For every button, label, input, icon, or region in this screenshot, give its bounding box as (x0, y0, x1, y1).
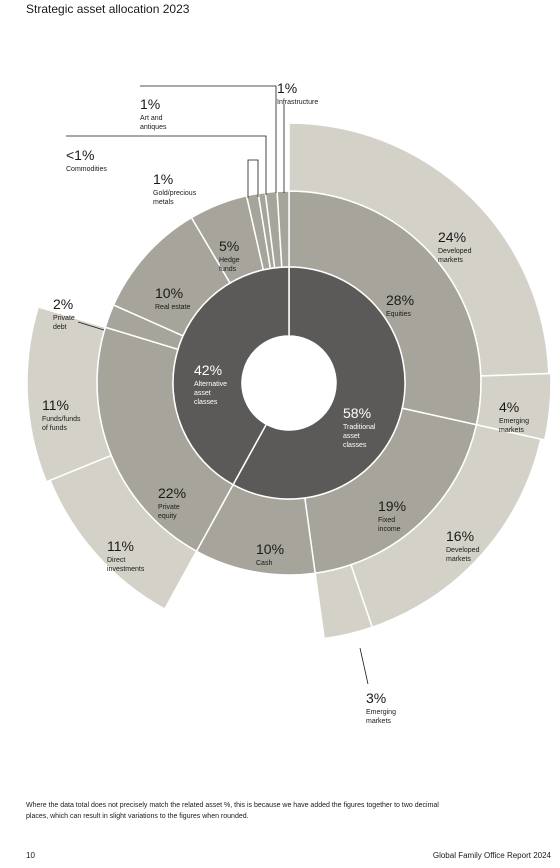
segment-labels: 58% Traditional asset classes 42% Alternative… (42, 80, 529, 725)
category-fi_emerging-line1: Emerging (366, 709, 396, 716)
value-art: 1% (140, 96, 160, 112)
category-gold-line2: metals (153, 199, 174, 206)
leader-art (140, 85, 277, 193)
category-hedge_funds-line1: Hedge (219, 257, 240, 264)
leader-gold (247, 159, 259, 198)
category-private_debt-line1: Private (53, 315, 75, 322)
value-gold: 1% (153, 171, 173, 187)
label-pe_funds: 11% Funds/funds of funds (42, 397, 81, 432)
label-alternative: 42% Alternative asset classes (194, 362, 227, 406)
leader-commodities (66, 135, 267, 195)
label-eq_emerging: 4% Emerging markets (499, 399, 529, 434)
category-private_equity-line1: Private (158, 504, 180, 511)
value-eq_emerging: 4% (499, 399, 519, 415)
category-equities-line1: Equities (386, 311, 411, 318)
outer-ring (26, 122, 552, 640)
label-art: 1% Art and antiques (140, 96, 167, 131)
value-private_equity: 22% (158, 485, 186, 501)
category-fixed_income-line1: Fixed (378, 517, 395, 524)
outer-slice-fi_emerging (314, 563, 374, 640)
leader-fi-emerging (359, 647, 369, 685)
value-pe_direct: 11% (107, 538, 134, 554)
category-eq_emerging-line2: markets (499, 427, 524, 434)
category-commodities-line1: Commodities (66, 166, 107, 173)
category-cash-line1: Cash (256, 560, 272, 567)
leader-private-debt (77, 321, 105, 331)
label-fi_developed: 16% Developed markets (446, 528, 480, 563)
label-hedge_funds: 5% Hedge funds (219, 238, 240, 273)
label-eq_developed: 24% Developed markets (438, 229, 472, 264)
category-fi_developed-line1: Developed (446, 547, 480, 554)
category-gold-line1: Gold/precious (153, 190, 197, 197)
label-infrastructure: 1% Infrastructure (277, 80, 318, 106)
category-private_equity-line2: equity (158, 513, 177, 520)
value-fi_emerging: 3% (366, 690, 386, 706)
category-art-line2: antiques (140, 124, 167, 131)
value-traditional: 58% (343, 405, 371, 421)
value-commodities: <1% (66, 147, 94, 163)
value-pe_funds: 11% (42, 397, 69, 413)
label-equities: 28% Equities (386, 292, 414, 318)
value-real_estate: 10% (155, 285, 183, 301)
category-eq_developed-line1: Developed (438, 248, 472, 255)
page-title: Strategic asset allocation 2023 (26, 2, 190, 16)
category-eq_developed-line2: markets (438, 257, 463, 264)
outer-slice-pe_funds (26, 305, 113, 483)
category-real_estate-line1: Real estate (155, 304, 191, 311)
center-hole (242, 336, 336, 430)
label-gold: 1% Gold/precious metals (153, 171, 197, 206)
label-commodities: <1% Commodities (66, 147, 107, 173)
category-infrastructure-line1: Infrastructure (277, 99, 318, 106)
value-cash: 10% (256, 541, 284, 557)
category-traditional-line3: classes (343, 442, 367, 449)
label-fi_emerging: 3% Emerging markets (366, 690, 396, 725)
category-fixed_income-line2: income (378, 526, 401, 533)
category-fi_emerging-line2: markets (366, 718, 391, 725)
value-alternative: 42% (194, 362, 222, 378)
category-pe_funds-line1: Funds/funds (42, 416, 81, 423)
category-eq_emerging-line1: Emerging (499, 418, 529, 425)
category-fi_developed-line2: markets (446, 556, 471, 563)
inner-slice-traditional (232, 266, 406, 500)
label-traditional: 58% Traditional asset classes (343, 405, 376, 449)
label-real_estate: 10% Real estate (155, 285, 191, 311)
category-traditional-line2: asset (343, 433, 360, 440)
category-pe_direct-line1: Direct (107, 557, 125, 564)
category-traditional-line1: Traditional (343, 424, 376, 431)
value-fi_developed: 16% (446, 528, 474, 544)
category-hedge_funds-line2: funds (219, 266, 237, 273)
value-hedge_funds: 5% (219, 238, 239, 254)
category-pe_direct-line2: investments (107, 566, 145, 573)
category-alternative-line2: asset (194, 390, 211, 397)
category-alternative-line3: classes (194, 399, 218, 406)
report-name: Global Family Office Report 2024 (432, 851, 551, 860)
label-fixed_income: 19% Fixed income (378, 498, 406, 533)
category-private_debt-line2: debt (53, 324, 67, 331)
value-infrastructure: 1% (277, 80, 297, 96)
label-pe_direct: 11% Direct investments (107, 538, 145, 573)
label-private_equity: 22% Private equity (158, 485, 186, 520)
leader-lines (66, 85, 369, 685)
sunburst-chart: 58% Traditional asset classes 42% Alternative… (26, 80, 552, 725)
value-private_debt: 2% (53, 296, 73, 312)
category-alternative-line1: Alternative (194, 381, 227, 388)
value-fixed_income: 19% (378, 498, 406, 514)
label-cash: 10% Cash (256, 541, 284, 567)
value-eq_developed: 24% (438, 229, 466, 245)
footnote: Where the data total does not precisely … (26, 802, 439, 820)
value-equities: 28% (386, 292, 414, 308)
category-pe_funds-line2: of funds (42, 425, 67, 432)
page-number: 10 (26, 851, 35, 860)
label-private_debt: 2% Private debt (53, 296, 75, 331)
category-art-line1: Art and (140, 115, 163, 122)
inner-ring (172, 266, 406, 500)
